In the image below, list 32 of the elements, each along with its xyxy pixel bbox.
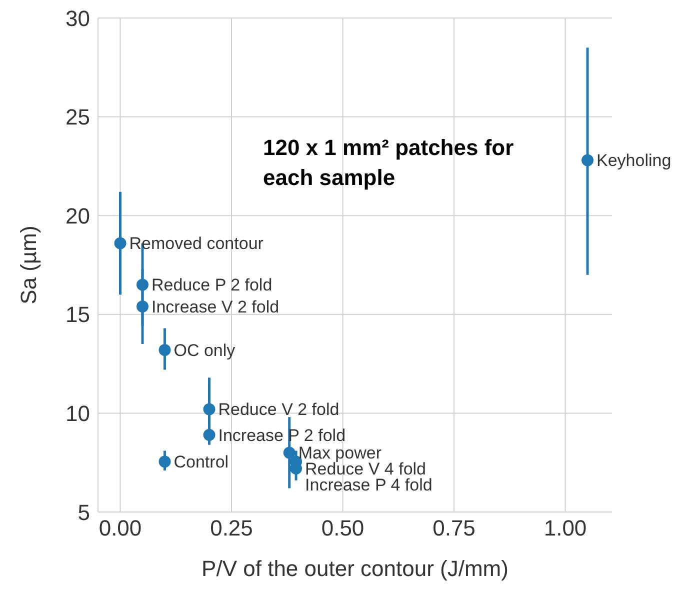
annotation: Control bbox=[174, 452, 229, 472]
x-tick-label: 0.25 bbox=[210, 516, 253, 541]
x-tick-label: 0.75 bbox=[432, 516, 476, 541]
x-axis-title: P/V of the outer contour (J/mm) bbox=[202, 556, 508, 581]
y-tick-label: 30 bbox=[66, 6, 90, 31]
x-tick-label: 1.00 bbox=[544, 516, 587, 541]
point bbox=[203, 428, 216, 441]
y-tick-label: 20 bbox=[66, 203, 90, 228]
point bbox=[136, 300, 148, 312]
annotation: Removed contour bbox=[129, 234, 264, 254]
point bbox=[283, 446, 296, 459]
point bbox=[114, 237, 126, 250]
y-tick-label: 10 bbox=[66, 401, 90, 426]
annotation: 120 x 1 mm² patches for each sample bbox=[263, 134, 515, 192]
x-tick-label: 0.00 bbox=[98, 516, 142, 541]
annotation: Keyholing bbox=[596, 151, 672, 170]
annotation: Increase P 4 fold bbox=[305, 476, 432, 495]
annotation: Increase V 2 fold bbox=[152, 297, 280, 316]
annotation: Max power bbox=[298, 444, 382, 463]
annotation: Reduce V 2 fold bbox=[218, 400, 340, 420]
y-tick-label: 25 bbox=[66, 104, 90, 130]
annotation: OC only bbox=[174, 340, 236, 360]
point bbox=[158, 344, 171, 356]
annotation: Reduce P 2 fold bbox=[152, 276, 272, 295]
y-tick-label: 5 bbox=[78, 500, 90, 525]
y-tick-label: 15 bbox=[66, 302, 90, 328]
point bbox=[582, 154, 594, 166]
point bbox=[136, 278, 148, 291]
y-axis-title: Sa (µm) bbox=[16, 226, 41, 304]
x-tick-label: 0.50 bbox=[321, 516, 364, 541]
point bbox=[158, 456, 171, 468]
point bbox=[203, 403, 216, 416]
